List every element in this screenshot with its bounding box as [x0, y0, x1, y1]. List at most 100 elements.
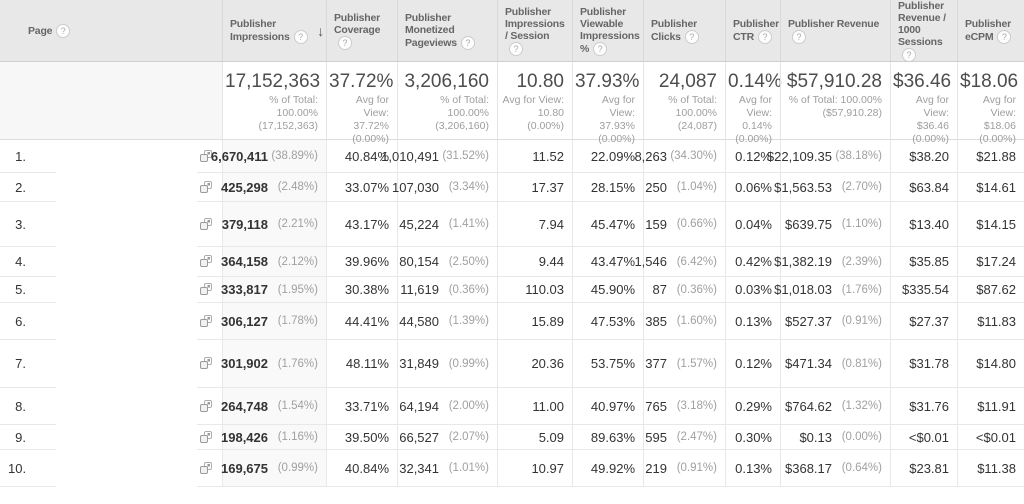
open-in-new-icon[interactable]: [199, 217, 213, 231]
help-icon[interactable]: ?: [902, 47, 916, 62]
column-header-publisher-coverage[interactable]: Publisher Coverage?: [326, 0, 397, 61]
totals-value: $57,910.28: [786, 71, 882, 92]
sort-descending-icon[interactable]: ↓: [317, 22, 324, 39]
row-index: 4.: [15, 254, 26, 269]
column-header-page[interactable]: Page?: [0, 0, 222, 61]
cell-revenue: $368.17 (0.64%): [780, 450, 890, 486]
open-in-new-icon[interactable]: [199, 149, 213, 163]
open-in-new-icon[interactable]: [199, 180, 213, 194]
cell-ecpm: $17.24: [957, 247, 1024, 276]
cell-page: 9.: [0, 425, 222, 449]
help-icon[interactable]: ?: [293, 29, 308, 44]
table-row: 5. 333,817 (1.95%) 30.38% 11,619 (0.36%) 1…: [0, 277, 1024, 303]
cell-rev1000: $35.85: [890, 247, 957, 276]
column-header-publisher-revenue-1000-sessions[interactable]: Publisher Revenue / 1000 Sessions?: [890, 0, 957, 62]
help-icon[interactable]: ?: [338, 35, 352, 50]
totals-revenue: $57,910.28 % of Total: 100.00% ($57,910.…: [780, 62, 890, 139]
cell-coverage: 40.84%: [326, 140, 397, 172]
cell-ctr: 0.13%: [725, 303, 780, 339]
open-in-new-icon[interactable]: [199, 357, 213, 370]
row-index: 2.: [15, 179, 26, 195]
row-index: 8.: [15, 398, 26, 414]
cell-coverage: 40.84%: [326, 450, 397, 486]
cell-revenue: $639.75 (1.10%): [780, 202, 890, 246]
column-label: Publisher CTR: [733, 17, 780, 43]
open-in-new-icon[interactable]: [199, 255, 213, 268]
totals-value: 3,206,160: [404, 71, 489, 92]
cell-clicks: 8,263 (34.30%): [634, 140, 725, 172]
totals-subtext: Avg for View: 37.93% (0.00%): [598, 94, 635, 145]
totals-subtext: Avg for View: 0.14% (0.00%): [735, 94, 772, 145]
cell-page: 10.: [0, 450, 222, 486]
cell-impsession: 9.44: [497, 247, 572, 276]
cell-viewable: 53.75%: [572, 340, 643, 387]
cell-rev1000: $23.81: [890, 450, 957, 486]
cell-impsession: 7.94: [497, 202, 572, 246]
cell-rev1000: $63.84: [890, 173, 957, 201]
cell-ecpm: $11.91: [957, 388, 1024, 424]
column-header-publisher-impressions-session[interactable]: Publisher Impressions / Session?: [497, 0, 572, 61]
cell-clicks: 765 (3.18%): [643, 388, 725, 424]
cell-coverage: 33.07%: [326, 173, 397, 201]
cell-monetized: 107,030 (3.34%): [392, 173, 497, 201]
column-header-publisher-viewable-impressions[interactable]: Publisher Viewable Impressions %?: [572, 0, 643, 61]
cell-coverage: 39.50%: [326, 425, 397, 449]
cell-rev1000: <$0.01: [890, 425, 957, 449]
cell-page: 1.: [0, 140, 222, 172]
cell-clicks: 385 (1.60%): [643, 303, 725, 339]
column-header-publisher-monetized-pageviews[interactable]: Publisher Monetized Pageviews?: [397, 0, 497, 61]
cell-coverage: 43.17%: [326, 202, 397, 246]
totals-value: 37.72%: [329, 71, 394, 92]
help-icon[interactable]: ?: [684, 29, 699, 44]
cell-monetized: 80,154 (2.50%): [397, 247, 497, 276]
cell-monetized: 11,619 (0.36%): [397, 277, 497, 302]
column-header-publisher-impressions[interactable]: Publisher Impressions? ↓: [222, 0, 326, 61]
help-icon[interactable]: ?: [593, 41, 608, 56]
column-header-publisher-ecpm[interactable]: Publisher eCPM?: [957, 0, 1024, 61]
totals-value: 24,087: [658, 71, 717, 92]
column-header-publisher-clicks[interactable]: Publisher Clicks?: [643, 0, 725, 61]
cell-ecpm: $14.80: [957, 340, 1024, 387]
help-icon[interactable]: ?: [792, 29, 806, 44]
cell-impsession: 20.36: [497, 340, 572, 387]
cell-page: 7.: [0, 340, 222, 387]
cell-viewable: 28.15%: [572, 173, 643, 201]
column-header-publisher-revenue[interactable]: Publisher Revenue?: [780, 0, 890, 61]
open-in-new-icon[interactable]: [199, 430, 213, 444]
cell-monetized: 66,527 (2.07%): [397, 425, 497, 449]
cell-revenue: $0.13 (0.00%): [780, 425, 890, 449]
totals-subtext: % of Total: 100.00% (17,152,363): [258, 94, 318, 132]
cell-rev1000: $335.54: [890, 277, 957, 302]
open-in-new-icon[interactable]: [199, 399, 213, 413]
cell-ecpm: <$0.01: [957, 425, 1024, 449]
cell-page: 6.: [0, 303, 222, 339]
totals-value: 0.14%: [728, 71, 782, 92]
cell-revenue: $471.34 (0.81%): [780, 340, 890, 387]
cell-ecpm: $14.61: [957, 173, 1024, 201]
help-icon[interactable]: ?: [509, 41, 523, 56]
cell-ctr: 0.06%: [725, 173, 780, 201]
open-in-new-icon[interactable]: [199, 314, 213, 328]
cell-viewable: 89.63%: [572, 425, 643, 449]
open-in-new-icon[interactable]: [199, 283, 213, 296]
open-in-new-icon[interactable]: [199, 461, 213, 475]
help-icon[interactable]: ?: [757, 29, 772, 44]
cell-ecpm: $21.88: [957, 140, 1024, 172]
help-icon[interactable]: ?: [56, 23, 71, 38]
help-icon[interactable]: ?: [997, 29, 1012, 44]
column-header-publisher-ctr[interactable]: Publisher CTR?: [725, 0, 780, 61]
totals-subtext: % of Total: 100.00% ($57,910.28): [788, 94, 882, 119]
cell-page: 8.: [0, 388, 222, 424]
cell-coverage: 44.41%: [326, 303, 397, 339]
column-label: Publisher Monetized Pageviews: [405, 11, 457, 49]
cell-clicks: 377 (1.57%): [643, 340, 725, 387]
cell-page: 5.: [0, 277, 222, 302]
cell-ctr: 0.13%: [725, 450, 780, 486]
column-label: Publisher Coverage: [334, 11, 381, 36]
cell-ctr: 0.29%: [725, 388, 780, 424]
row-index: 9.: [15, 429, 26, 445]
help-icon[interactable]: ?: [460, 35, 475, 50]
cell-impsession: 17.37: [497, 173, 572, 201]
cell-ecpm: $11.83: [957, 303, 1024, 339]
totals-impressions: 17,152,363 % of Total: 100.00% (17,152,3…: [222, 62, 326, 139]
